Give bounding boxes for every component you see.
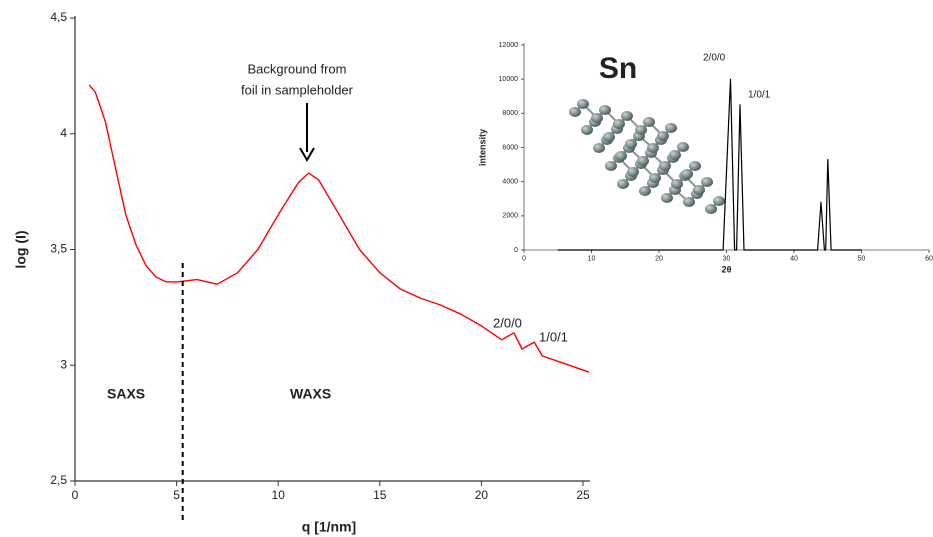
x-axis-label: q [1/nm] xyxy=(302,519,356,535)
annotation: 2/0/0 xyxy=(493,315,522,330)
atom xyxy=(605,161,617,171)
atom xyxy=(701,177,713,187)
x-tick-label: 40 xyxy=(790,255,798,262)
x-tick-label: 0 xyxy=(72,488,79,502)
atom xyxy=(669,150,681,160)
annotation: SAXS xyxy=(107,386,145,402)
atom xyxy=(625,139,637,149)
atom xyxy=(693,185,705,195)
x-tick-label: 20 xyxy=(475,488,489,502)
x-tick-label: 30 xyxy=(723,255,731,262)
y-tick-label: 10000 xyxy=(499,76,519,83)
y-tick-label: 6000 xyxy=(502,144,518,151)
x-tick-label: 50 xyxy=(858,255,866,262)
crystal-structure xyxy=(569,99,725,214)
x-tick-label: 10 xyxy=(588,255,596,262)
x-tick-label: 0 xyxy=(522,255,526,262)
x-tick-label: 20 xyxy=(655,255,663,262)
atom xyxy=(689,161,701,171)
atom xyxy=(637,156,649,166)
x-tick-label: 5 xyxy=(173,488,180,502)
annotation: foil in sampleholder xyxy=(241,82,354,97)
atom xyxy=(603,132,615,142)
atom xyxy=(599,105,611,115)
atom xyxy=(615,151,627,161)
atom xyxy=(647,143,659,153)
x-tick-label: 15 xyxy=(373,488,387,502)
atom xyxy=(705,204,717,214)
x-tick-label: 25 xyxy=(576,488,590,502)
y-tick-label: 4,5 xyxy=(50,10,67,24)
atom xyxy=(649,173,661,183)
x-tick-label: 10 xyxy=(272,488,286,502)
y-tick-label: 3 xyxy=(60,357,67,371)
annotation: 1/0/1 xyxy=(539,329,568,344)
atom xyxy=(621,111,633,121)
atom xyxy=(665,123,677,133)
atom xyxy=(569,107,581,117)
atom xyxy=(613,119,625,129)
data-line xyxy=(557,78,862,251)
y-axis-label: intensity xyxy=(477,129,487,166)
y-tick-label: 3,5 xyxy=(50,242,67,256)
y-tick-label: 4000 xyxy=(502,179,518,186)
atom xyxy=(577,99,589,109)
annotation: 1/0/1 xyxy=(748,90,771,101)
atom xyxy=(659,161,671,171)
arrow-head xyxy=(299,147,315,162)
data-line xyxy=(88,84,590,373)
y-tick-label: 12000 xyxy=(499,42,519,49)
atom xyxy=(627,167,639,177)
x-axis-label: 2θ xyxy=(722,264,732,274)
atom xyxy=(671,179,683,189)
atom xyxy=(635,125,647,135)
annotation: 2/0/0 xyxy=(703,53,726,64)
atom xyxy=(593,143,605,153)
atom xyxy=(713,196,725,206)
atom xyxy=(617,179,629,189)
atom xyxy=(677,142,689,152)
annotation: WAXS xyxy=(290,386,331,402)
y-tick-label: 2000 xyxy=(502,213,518,220)
y-tick-label: 8000 xyxy=(502,110,518,117)
atom xyxy=(591,113,603,123)
y-tick-label: 4 xyxy=(60,126,67,140)
annotation: Background from xyxy=(248,61,347,76)
atom xyxy=(661,193,673,203)
atom xyxy=(639,186,651,196)
atom xyxy=(581,125,593,135)
atom xyxy=(683,197,695,207)
y-tick-label: 2,5 xyxy=(50,473,67,487)
chart-title: Sn xyxy=(599,52,637,85)
x-tick-label: 60 xyxy=(925,255,933,262)
y-tick-label: 0 xyxy=(514,247,518,254)
y-axis-label: log (I) xyxy=(13,230,29,268)
atom xyxy=(657,131,669,141)
atom xyxy=(681,169,693,179)
atom xyxy=(643,117,655,127)
